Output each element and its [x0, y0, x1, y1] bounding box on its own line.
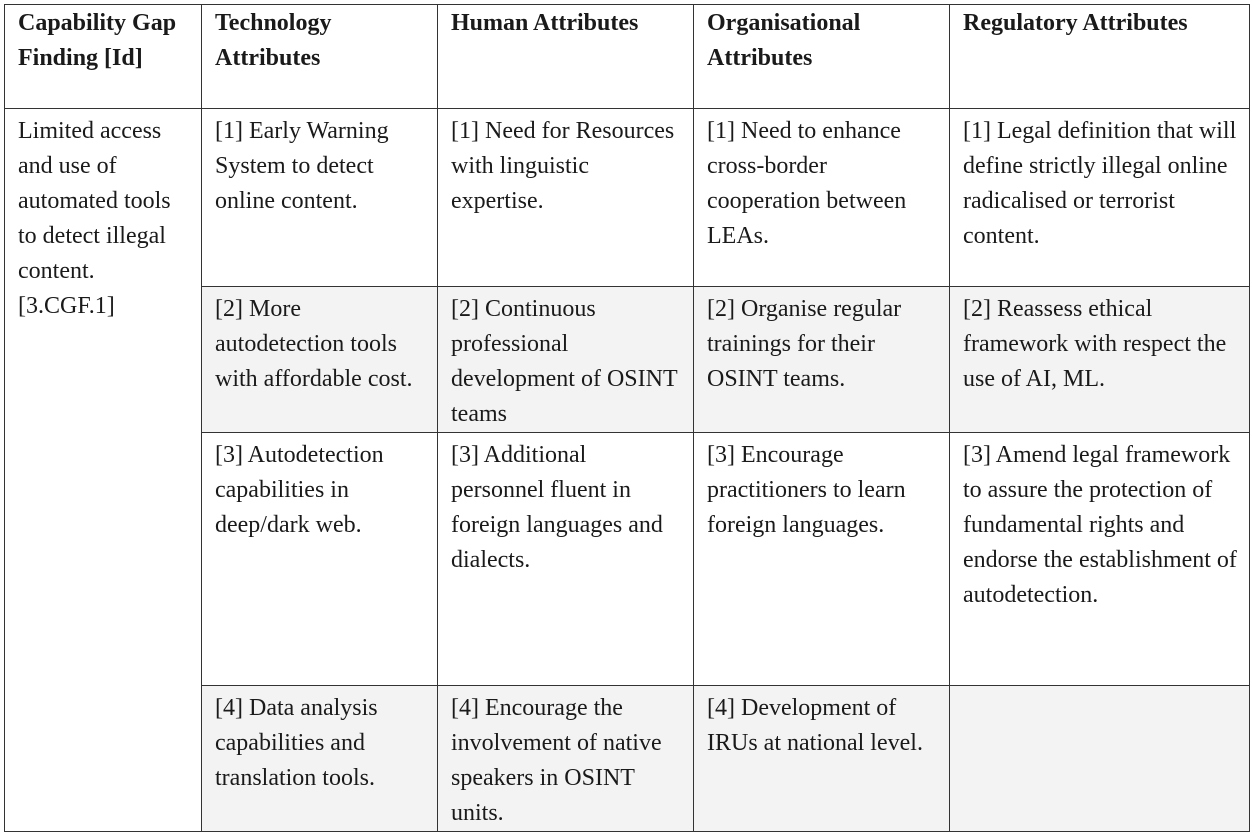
- technology-cell: [3] Autodetection capabilities in deep/d…: [201, 432, 438, 686]
- human-cell: [2] Continuous professional development …: [437, 286, 694, 433]
- capability-gap-table: Capability Gap Finding [Id] Technology A…: [4, 4, 1250, 832]
- document-page: Capability Gap Finding [Id] Technology A…: [4, 4, 1250, 832]
- table-row: Limited access and use of automated tool…: [4, 108, 1250, 832]
- header-capability-gap-finding: Capability Gap Finding [Id]: [4, 4, 202, 109]
- human-cell: [4] Encourage the involvement of native …: [437, 685, 694, 832]
- table-row: [3] Autodetection capabilities in deep/d…: [5, 432, 1250, 686]
- gap-finding-cell: Limited access and use of automated tool…: [4, 108, 202, 832]
- technology-cell: [1] Early Warning System to detect onlin…: [201, 108, 438, 287]
- regulatory-cell: [949, 685, 1250, 832]
- human-cell: [1] Need for Resources with linguistic e…: [437, 108, 694, 287]
- technology-cell: [2] More autodetection tools with afford…: [201, 286, 438, 433]
- organisational-cell: [1] Need to enhance cross-border coopera…: [693, 108, 950, 287]
- regulatory-cell: [2] Reassess ethical framework with resp…: [949, 286, 1250, 433]
- table-row: [2] More autodetection tools with afford…: [5, 286, 1250, 433]
- regulatory-cell: [3] Amend legal framework to assure the …: [949, 432, 1250, 686]
- regulatory-cell: [1] Legal definition that will define st…: [949, 108, 1250, 287]
- organisational-cell: [2] Organise regular trainings for their…: [693, 286, 950, 433]
- organisational-cell: [3] Encourage practitioners to learn for…: [693, 432, 950, 686]
- header-human-attributes: Human Attributes: [437, 4, 694, 109]
- header-regulatory-attributes: Regulatory Attributes: [949, 4, 1250, 109]
- header-organisational-attributes: Organisational Attributes: [693, 4, 950, 109]
- organisational-cell: [4] Development of IRUs at national leve…: [693, 685, 950, 832]
- header-technology-attributes: Technology Attributes: [201, 4, 438, 109]
- human-cell: [3] Additional personnel fluent in forei…: [437, 432, 694, 686]
- table-row: [4] Data analysis capabilities and trans…: [5, 685, 1250, 832]
- header-row: Capability Gap Finding [Id] Technology A…: [4, 4, 1250, 109]
- technology-cell: [4] Data analysis capabilities and trans…: [201, 685, 438, 832]
